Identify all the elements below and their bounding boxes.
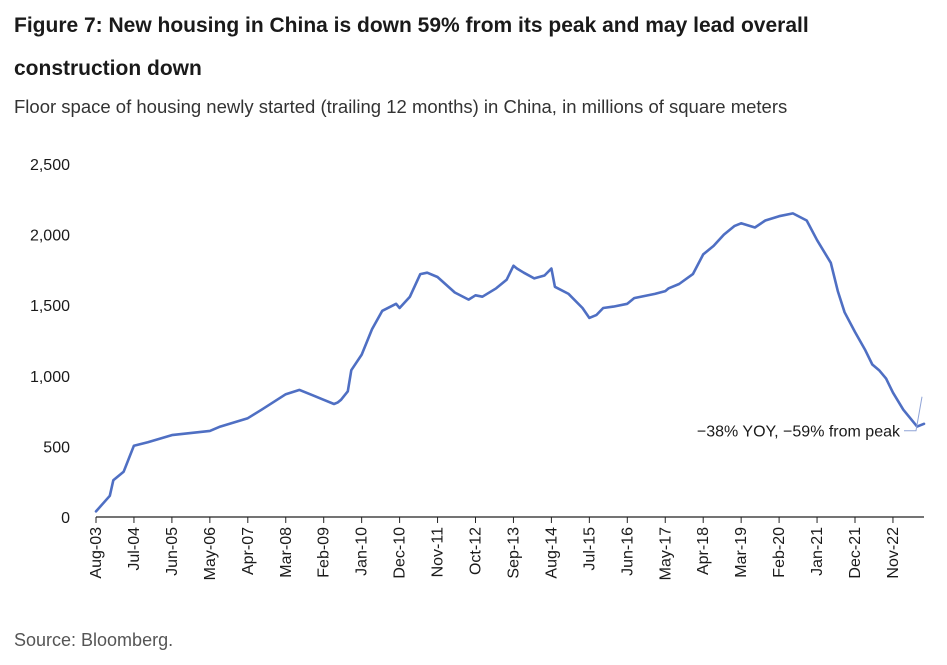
x-tick-label: May-06 bbox=[202, 527, 219, 580]
x-tick-label: Feb-20 bbox=[771, 527, 788, 578]
x-axis: Aug-03 Jul-04 Jun-05 May-06 Apr-07 Mar-08 Feb-… bbox=[88, 516, 924, 580]
y-tick-label: 0 bbox=[61, 510, 70, 527]
annotation: −38% YOY, −59% from peak bbox=[697, 396, 923, 441]
annotation-leader bbox=[904, 396, 923, 432]
x-tick-label: Jan-21 bbox=[809, 527, 826, 576]
source-note: Source: Bloomberg. bbox=[14, 630, 174, 650]
x-tick-label: Mar-19 bbox=[733, 527, 750, 578]
x-tick-label: Feb-09 bbox=[316, 527, 333, 578]
x-tick-label: Aug-14 bbox=[543, 527, 560, 579]
x-tick-label: Sep-13 bbox=[505, 527, 522, 579]
x-tick-label: Apr-07 bbox=[240, 527, 257, 575]
x-tick-label: Nov-11 bbox=[430, 527, 447, 577]
y-axis: 0 500 1,000 1,500 2,000 2,500 bbox=[30, 157, 70, 527]
x-tick-label: Jun-05 bbox=[164, 527, 181, 576]
x-tick-label: Dec-10 bbox=[392, 527, 409, 579]
x-tick-label: Apr-18 bbox=[695, 527, 712, 575]
y-tick-label: 2,500 bbox=[30, 157, 70, 174]
x-tick-label: Aug-03 bbox=[88, 527, 105, 579]
x-tick-label: Oct-12 bbox=[468, 527, 485, 575]
plot-area bbox=[94, 212, 926, 513]
x-tick-label: May-17 bbox=[657, 527, 674, 580]
annotation-label: −38% YOY, −59% from peak bbox=[697, 424, 901, 441]
x-tick-label: Jul-15 bbox=[581, 527, 598, 571]
x-tick-label: Jul-04 bbox=[126, 527, 143, 571]
x-tick-label: Mar-08 bbox=[278, 527, 295, 578]
line-chart: 0 500 1,000 1,500 2,000 2,500 Aug-03 Jul-04 Jun… bbox=[30, 157, 926, 580]
y-tick-label: 1,000 bbox=[30, 369, 70, 386]
y-tick-label: 1,500 bbox=[30, 298, 70, 315]
y-tick-label: 500 bbox=[43, 439, 70, 456]
chart-subtitle: Floor space of housing newly started (tr… bbox=[14, 96, 788, 117]
y-tick-label: 2,000 bbox=[30, 228, 70, 245]
chart-title: Figure 7: New housing in China is down 5… bbox=[14, 14, 809, 80]
x-tick-label: Dec-21 bbox=[847, 527, 864, 579]
series-line bbox=[94, 212, 926, 513]
x-tick-label: Jan-10 bbox=[354, 527, 371, 576]
x-tick-label: Nov-22 bbox=[885, 527, 902, 579]
x-tick-label: Jun-16 bbox=[619, 527, 636, 576]
